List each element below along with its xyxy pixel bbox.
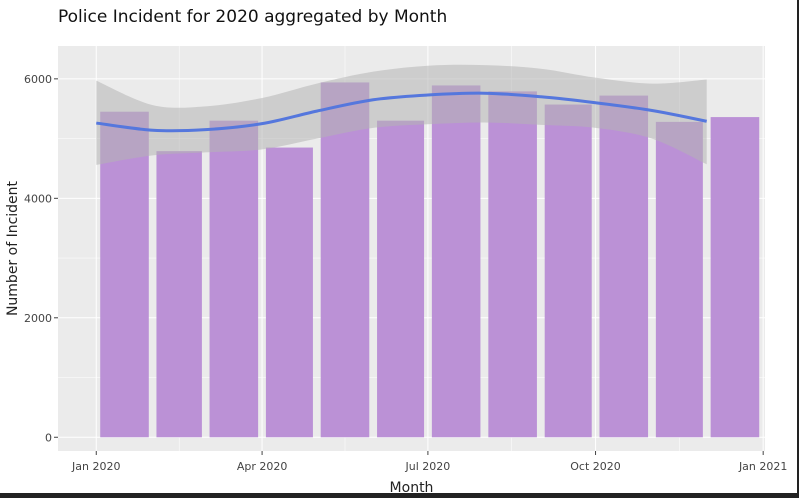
y-axis-title: Number of Incident	[5, 180, 21, 316]
bar-2020-12[interactable]	[710, 117, 760, 438]
bar-2020-01[interactable]	[100, 111, 149, 438]
bar-2020-09[interactable]	[544, 104, 592, 438]
trend-line	[96, 91, 707, 133]
bar-2020-10[interactable]	[599, 95, 649, 438]
bar-2020-08[interactable]	[488, 91, 537, 438]
chart-title: Police Incident for 2020 aggregated by M…	[58, 7, 448, 27]
confidence-band	[96, 64, 707, 165]
bar-2020-07[interactable]	[431, 85, 481, 438]
y-tick-label: 2000	[24, 312, 52, 325]
x-tick-label: Jan 2021	[738, 460, 787, 473]
y-tick-label: 6000	[24, 73, 52, 86]
bar-2020-03[interactable]	[209, 120, 259, 438]
x-tick-label: Apr 2020	[237, 460, 288, 473]
y-tick-label: 4000	[24, 192, 52, 205]
x-axis-title: Month	[390, 480, 434, 496]
bar-2020-02[interactable]	[156, 151, 202, 438]
x-tick-label: Jan 2020	[71, 460, 120, 473]
bar-2020-04[interactable]	[265, 147, 313, 438]
bar-2020-11[interactable]	[655, 121, 703, 438]
x-tick-label: Oct 2020	[570, 460, 621, 473]
y-tick-label: 0	[45, 431, 52, 444]
x-tick-label: Jul 2020	[405, 460, 451, 473]
bar-2020-05[interactable]	[320, 82, 370, 438]
bar-2020-06[interactable]	[377, 120, 425, 438]
